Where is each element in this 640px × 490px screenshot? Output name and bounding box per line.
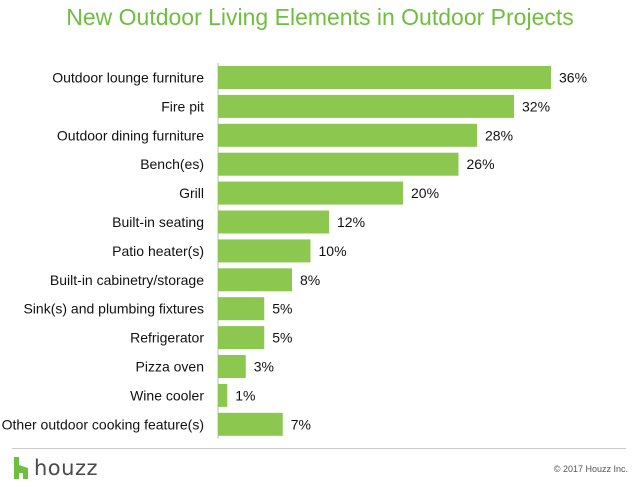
category-label: Sink(s) and plumbing fixtures [23, 301, 204, 317]
value-label: 20% [411, 185, 439, 201]
houzz-logo-icon [14, 457, 28, 479]
category-label: Built-in cabinetry/storage [50, 272, 204, 288]
category-label: Grill [179, 185, 204, 201]
category-label: Other outdoor cooking feature(s) [2, 416, 204, 432]
bar [218, 181, 403, 205]
bar-chart: Outdoor lounge furniture 36% Fire pit 32% Ou… [2, 63, 587, 439]
bar [218, 355, 246, 378]
bar [218, 383, 228, 407]
bar [218, 412, 283, 436]
category-label: Pizza oven [136, 359, 204, 375]
value-label: 28% [485, 127, 513, 143]
value-label: 10% [319, 243, 347, 259]
bar [218, 239, 311, 263]
bar [218, 210, 329, 234]
bar [218, 123, 477, 147]
bar [218, 152, 459, 176]
value-label: 8% [300, 272, 320, 288]
category-label: Fire pit [161, 98, 204, 114]
category-label: Refrigerator [130, 330, 204, 346]
chart-title: New Outdoor Living Elements in Outdoor P… [66, 4, 574, 30]
category-label: Patio heater(s) [112, 243, 204, 259]
logo-wordmark: houzz [34, 456, 99, 480]
bar [218, 66, 551, 89]
value-label: 26% [467, 156, 495, 172]
bar [218, 326, 265, 350]
copyright-text: © 2017 Houzz Inc. [553, 464, 628, 474]
footer-divider [12, 448, 626, 449]
value-label: 36% [559, 70, 587, 86]
value-label: 5% [272, 301, 292, 317]
bar [218, 268, 292, 292]
category-label: Wine cooler [130, 387, 204, 403]
category-label: Outdoor lounge furniture [52, 70, 204, 86]
bars-group: Outdoor lounge furniture 36% Fire pit 32% Ou… [2, 63, 587, 439]
category-label: Bench(es) [140, 156, 204, 172]
houzz-logo: houzz [14, 456, 98, 480]
value-label: 32% [522, 98, 550, 114]
value-label: 1% [235, 387, 255, 403]
value-label: 3% [254, 359, 274, 375]
value-label: 12% [337, 214, 365, 230]
category-label: Outdoor dining furniture [57, 127, 204, 143]
category-label: Built-in seating [112, 214, 204, 230]
bar [218, 297, 265, 321]
value-label: 7% [291, 416, 311, 432]
value-label: 5% [272, 330, 292, 346]
bar [218, 94, 514, 118]
